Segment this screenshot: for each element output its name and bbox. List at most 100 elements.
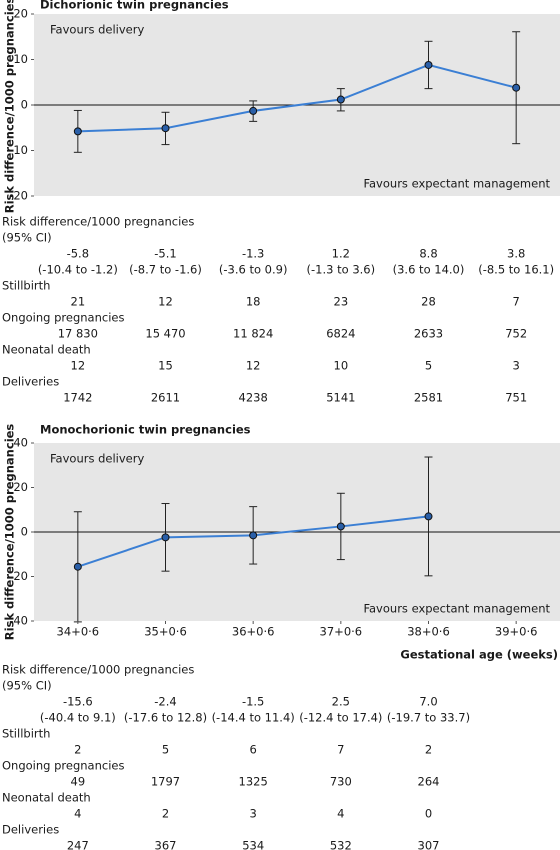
annotation: Favours expectant management [363, 177, 550, 191]
table-cell: -15.6 [63, 695, 93, 709]
point [161, 533, 170, 542]
table-row-label: Stillbirth [2, 279, 50, 293]
y-tick-label: 10 [13, 52, 28, 66]
table-cell: 534 [242, 839, 264, 850]
table-cell: 730 [330, 775, 352, 789]
point [73, 562, 82, 571]
table-cell: (-17.6 to 12.8) [124, 711, 207, 725]
table-cell: 752 [505, 327, 527, 341]
table-cell: 247 [67, 839, 89, 850]
y-tick-label: 40 [13, 436, 28, 450]
table-row-label: Risk difference/1000 pregnancies [2, 215, 194, 229]
y-axis-label: Risk difference/1000 pregnancies [3, 424, 17, 641]
table-cell: 2633 [414, 327, 443, 341]
table-row-label: Deliveries [2, 823, 59, 837]
table-cell: 2 [162, 807, 169, 821]
table-cell: 264 [418, 775, 440, 789]
table-cell: 4 [74, 807, 81, 821]
table-cell: 7 [337, 743, 344, 757]
annotation: Favours delivery [50, 23, 144, 37]
table-cell: 0 [425, 807, 432, 821]
point [249, 106, 258, 115]
table-cell: -1.3 [242, 247, 264, 261]
table-cell: 3 [513, 359, 520, 373]
table-cell: (-12.4 to 17.4) [299, 711, 382, 725]
table-cell: 6 [250, 743, 257, 757]
table-cell: (-1.3 to 3.6) [307, 263, 376, 277]
table-cell: -2.4 [154, 695, 176, 709]
table-cell: 2.5 [332, 695, 350, 709]
point [161, 124, 170, 133]
table-row-label: Deliveries [2, 375, 59, 389]
table-cell: 11 824 [233, 327, 273, 341]
table-cell: 4238 [239, 391, 268, 405]
table-cell: 23 [334, 295, 349, 309]
table-cell: 15 470 [145, 327, 185, 341]
table-row-label: Ongoing pregnancies [2, 311, 124, 325]
table-cell: 1742 [63, 391, 92, 405]
table-cell: 1.2 [332, 247, 350, 261]
table-cell: 2611 [151, 391, 180, 405]
table-cell: 532 [330, 839, 352, 850]
series-line [77, 63, 517, 133]
table-cell: 12 [71, 359, 86, 373]
table-row-label: Risk difference/1000 pregnancies [2, 663, 194, 677]
table-cell: (-40.4 to 9.1) [40, 711, 116, 725]
table-cell: 7 [513, 295, 520, 309]
table-cell: (-19.7 to 33.7) [387, 711, 470, 725]
table-cell: 307 [418, 839, 440, 850]
table-cell: 367 [155, 839, 177, 850]
table-cell: 49 [71, 775, 86, 789]
table-cell: 751 [505, 391, 527, 405]
x-tick-label: 37+0·6 [320, 625, 363, 639]
y-tick-label: -20 [9, 189, 28, 203]
x-tick-label: 39+0·6 [495, 625, 538, 639]
table-row-label: (95% CI) [2, 679, 52, 693]
table-cell: 17 830 [58, 327, 98, 341]
table-cell: 3 [250, 807, 257, 821]
point [73, 127, 82, 136]
table-cell: (-8.7 to -1.6) [129, 263, 202, 277]
y-tick-label: 20 [13, 480, 28, 494]
table-cell: 5141 [326, 391, 355, 405]
table-cell: 18 [246, 295, 261, 309]
y-tick-label: -20 [9, 569, 28, 583]
y-tick-label: 0 [21, 525, 28, 539]
table-cell: 2 [74, 743, 81, 757]
table-cell: (-3.6 to 0.9) [219, 263, 288, 277]
y-tick-label: 0 [21, 98, 28, 112]
table-cell: 15 [158, 359, 173, 373]
table-row-label: Neonatal death [2, 343, 91, 357]
point [424, 512, 433, 521]
x-tick-label: 34+0·6 [57, 625, 100, 639]
table-row-label: Stillbirth [2, 727, 50, 741]
point [336, 95, 345, 104]
y-tick-label: -40 [9, 614, 28, 628]
table-cell: 2581 [414, 391, 443, 405]
table-cell: -1.5 [242, 695, 264, 709]
table-cell: 10 [334, 359, 349, 373]
table-cell: 28 [421, 295, 436, 309]
point [512, 83, 521, 92]
table-cell: 5 [425, 359, 432, 373]
table-cell: 7.0 [419, 695, 437, 709]
table-cell: (-10.4 to -1.2) [38, 263, 118, 277]
x-tick-label: 36+0·6 [232, 625, 275, 639]
table-cell: 4 [337, 807, 344, 821]
x-tick-label: 35+0·6 [144, 625, 187, 639]
table-cell: 12 [158, 295, 173, 309]
panel-title: Dichorionic twin pregnancies [40, 0, 229, 12]
table-cell: 21 [71, 295, 86, 309]
table-cell: (-8.5 to 16.1) [478, 263, 554, 277]
y-axis-label: Risk difference/1000 pregnancies [3, 0, 17, 213]
table-row-label: (95% CI) [2, 231, 52, 245]
table-row-label: Neonatal death [2, 791, 91, 805]
point [424, 60, 433, 69]
annotation: Favours delivery [50, 452, 144, 466]
table-cell: (3.6 to 14.0) [393, 263, 465, 277]
table-cell: 5 [162, 743, 169, 757]
x-axis-label: Gestational age (weeks) [400, 648, 558, 662]
point [336, 522, 345, 531]
annotation: Favours expectant management [363, 602, 550, 616]
